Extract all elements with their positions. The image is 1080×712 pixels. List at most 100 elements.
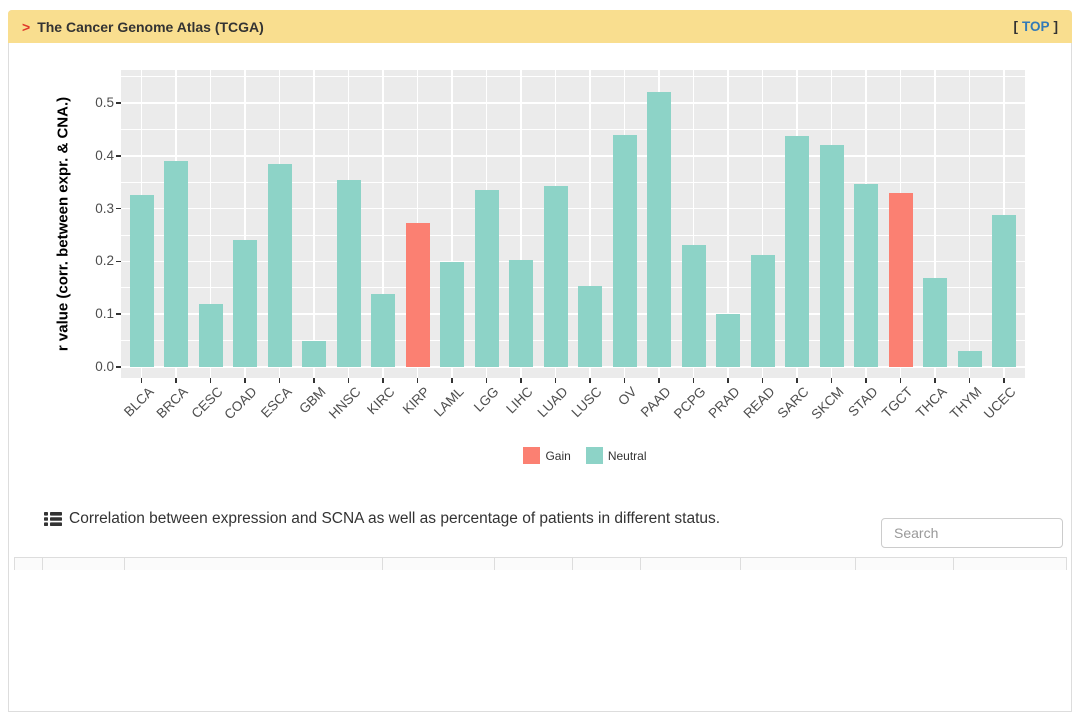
x-tick-mark — [485, 378, 488, 383]
gridline-major — [121, 313, 1025, 315]
gridline-minor — [121, 181, 1025, 183]
gridline-major — [121, 366, 1025, 368]
gridline-major — [121, 207, 1025, 210]
gridline-minor — [121, 340, 1025, 341]
bar-OV — [612, 134, 637, 367]
x-tick-mark — [175, 378, 177, 383]
bar-THCA — [923, 278, 948, 367]
x-tick-mark — [313, 378, 315, 383]
table-header-cell[interactable] — [495, 558, 573, 570]
legend-label: Neutral — [607, 448, 647, 463]
table-list-icon — [44, 512, 62, 526]
bar-GBM — [302, 340, 327, 367]
gridline-vertical — [727, 70, 729, 378]
bar-PCPG — [681, 244, 706, 367]
bar-PAAD — [647, 92, 672, 367]
x-tick-mark — [589, 378, 591, 383]
y-tick-mark — [116, 366, 121, 368]
gridline-vertical — [761, 70, 764, 378]
y-tick-label: 0.0 — [95, 359, 114, 374]
x-tick-mark — [554, 378, 557, 383]
search-input[interactable] — [881, 518, 1063, 548]
x-tick-mark — [278, 378, 281, 383]
x-tick-mark — [830, 378, 833, 383]
gridline-major — [121, 102, 1025, 104]
bar-SARC — [785, 136, 810, 367]
gridline-vertical — [934, 70, 936, 378]
y-tick-label: 0.1 — [95, 306, 114, 322]
y-tick-mark — [116, 207, 121, 210]
gridline-vertical — [968, 70, 971, 378]
y-tick-mark — [116, 155, 121, 157]
gridline-major — [121, 260, 1025, 263]
x-tick-mark — [865, 378, 867, 383]
table-header-cell[interactable] — [741, 558, 856, 570]
gridline-minor — [121, 234, 1025, 236]
bar-THYM — [957, 351, 982, 367]
bar-SKCM — [819, 145, 844, 367]
gridline-vertical — [244, 70, 246, 378]
x-tick-mark — [899, 378, 902, 383]
x-tick-mark — [623, 378, 626, 383]
bar-HNSC — [336, 179, 361, 367]
page: > The Cancer Genome Atlas (TCGA) [TOP] r… — [8, 10, 1072, 712]
x-tick-mark — [727, 378, 729, 383]
gridline-vertical — [692, 70, 695, 378]
gridline-vertical — [589, 70, 591, 378]
legend-item-gain: Gain — [523, 447, 571, 464]
top-link[interactable]: [TOP] — [1013, 19, 1058, 34]
table-header-cell[interactable] — [856, 558, 954, 570]
y-tick-mark — [116, 313, 121, 315]
legend-item-neutral: Neutral — [585, 447, 647, 464]
x-tick-mark — [796, 378, 798, 383]
y-tick-mark — [116, 260, 121, 263]
x-tick-mark — [761, 378, 764, 383]
panel-header: > The Cancer Genome Atlas (TCGA) [TOP] — [8, 10, 1072, 43]
table-header-cell[interactable] — [641, 558, 741, 570]
bar-LUSC — [578, 286, 603, 367]
gridline-minor — [121, 287, 1025, 289]
plot-panel — [121, 70, 1025, 378]
bar-CESC — [198, 303, 223, 367]
bar-KIRP — [405, 223, 430, 367]
table-header-cell[interactable] — [43, 558, 125, 570]
y-tick-mark — [116, 102, 121, 104]
gridline-vertical — [451, 70, 453, 378]
x-tick-mark — [140, 378, 143, 383]
table-caption: Correlation between expression and SCNA … — [69, 510, 721, 527]
bar-TGCT — [888, 192, 913, 367]
bar-LAML — [440, 262, 465, 367]
gridline-major — [121, 155, 1025, 157]
x-tick-mark — [244, 378, 246, 383]
top-link-label[interactable]: TOP — [1021, 19, 1050, 34]
bar-LUAD — [543, 186, 568, 367]
bar-LIHC — [509, 260, 534, 367]
x-tick-mark — [347, 378, 350, 383]
legend-swatch-neutral — [585, 447, 603, 464]
table-header-cell[interactable] — [954, 558, 1067, 570]
x-tick-mark — [416, 378, 419, 383]
x-tick-mark — [209, 378, 212, 383]
gridline-vertical — [209, 70, 212, 378]
chart-legend: Gain Neutral — [121, 447, 1025, 464]
y-tick-label: 0.4 — [95, 147, 114, 163]
table-header-cell[interactable] — [125, 558, 383, 570]
gridline-vertical — [382, 70, 384, 378]
bar-LGG — [474, 190, 499, 367]
x-tick-mark — [1003, 378, 1005, 383]
bar-PRAD — [716, 314, 741, 367]
y-tick-label: 0.3 — [95, 200, 114, 216]
legend-swatch-gain — [523, 447, 541, 464]
x-tick-mark — [968, 378, 971, 383]
breadcrumb-arrow-icon: > — [22, 18, 31, 35]
x-tick-mark — [658, 378, 660, 383]
gridline-minor — [121, 76, 1025, 77]
legend-label: Gain — [545, 448, 571, 463]
table-header-cell[interactable] — [15, 558, 43, 570]
y-tick-label: 0.2 — [95, 253, 114, 269]
table-header-cell[interactable] — [383, 558, 495, 570]
gridline-vertical — [520, 70, 522, 378]
bar-READ — [750, 254, 775, 367]
x-tick-mark — [692, 378, 695, 383]
table-header-cell[interactable] — [573, 558, 641, 570]
